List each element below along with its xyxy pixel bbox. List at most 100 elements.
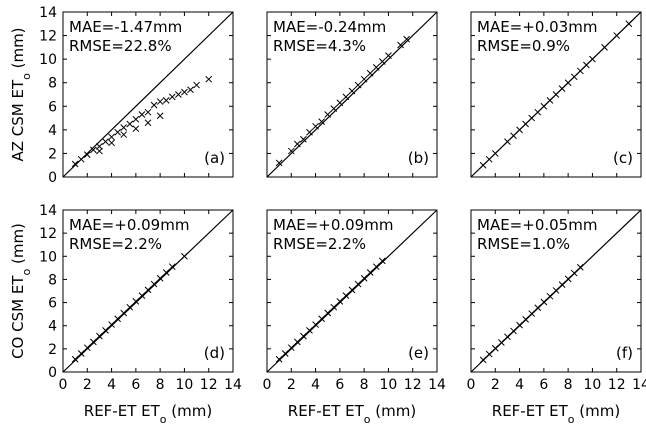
- point: [205, 75, 213, 83]
- point: [498, 339, 505, 346]
- x-axis-label: REF-ET ETo (mm): [492, 402, 620, 425]
- panel-label: (e): [408, 344, 429, 362]
- point: [534, 304, 542, 312]
- point: [138, 292, 146, 299]
- point: [589, 55, 596, 63]
- y-tick-label: 2: [48, 146, 57, 162]
- point: [132, 298, 140, 305]
- point: [132, 115, 140, 123]
- y-axis-label-part: CO CSM ET: [9, 275, 27, 359]
- y-tick-label: 14: [39, 5, 57, 21]
- annotation: RMSE=22.8%: [69, 37, 172, 55]
- x-tick-label: 12: [200, 377, 218, 393]
- y-tick-label: 10: [39, 249, 57, 265]
- y-axis-label: CO CSM ETo (mm): [9, 223, 33, 359]
- x-axis-label-part: o: [160, 413, 167, 425]
- point: [522, 315, 529, 323]
- y-axis-label-part: AZ CSM ET: [9, 79, 27, 161]
- point: [360, 274, 368, 282]
- point: [491, 150, 499, 157]
- x-axis-label-part: (mm): [371, 402, 417, 420]
- point: [485, 350, 493, 358]
- y-tick-label: 6: [48, 99, 57, 115]
- y-axis-label-part: (mm): [9, 223, 27, 269]
- point: [342, 93, 350, 101]
- x-tick-label: 0: [59, 377, 68, 393]
- point: [516, 321, 523, 329]
- x-axis-label-part: (mm): [167, 402, 213, 420]
- point: [83, 151, 91, 158]
- point: [397, 41, 404, 49]
- y-tick-label: 14: [39, 203, 57, 219]
- x-tick-label: 6: [539, 377, 548, 393]
- point: [564, 79, 572, 87]
- point: [583, 61, 590, 69]
- point: [360, 75, 368, 83]
- point: [90, 146, 97, 154]
- point: [540, 298, 548, 306]
- point: [354, 81, 362, 89]
- point: [181, 88, 188, 96]
- point: [168, 263, 176, 271]
- point: [193, 81, 200, 89]
- point: [126, 120, 134, 128]
- y-tick-label: 10: [39, 52, 57, 68]
- point: [552, 91, 560, 98]
- y-tick-label: 4: [48, 123, 57, 139]
- one-to-one-line: [266, 209, 438, 373]
- point: [491, 344, 499, 352]
- point: [403, 35, 410, 43]
- x-tick-label: 8: [156, 377, 165, 393]
- annotation: MAE=+0.05mm: [477, 216, 597, 234]
- x-axis-label: REF-ET ETo (mm): [84, 402, 212, 425]
- point: [132, 125, 140, 133]
- point: [312, 321, 319, 328]
- point: [96, 332, 103, 340]
- y-tick-label: 8: [48, 76, 57, 92]
- point: [366, 269, 374, 276]
- point: [510, 132, 517, 140]
- point: [348, 286, 356, 294]
- y-tick-label: 0: [48, 365, 57, 381]
- point: [318, 118, 325, 125]
- one-to-one-line: [62, 209, 234, 373]
- annotation: RMSE=4.3%: [273, 37, 366, 55]
- point: [324, 111, 332, 118]
- y-tick-label: 6: [48, 296, 57, 312]
- point: [275, 355, 283, 363]
- point: [287, 344, 295, 352]
- point: [71, 160, 79, 168]
- annotation: RMSE=1.0%: [477, 235, 570, 253]
- point: [144, 286, 152, 294]
- annotation: RMSE=2.2%: [273, 235, 366, 253]
- y-axis-label-part: o: [20, 269, 33, 276]
- point: [576, 263, 584, 271]
- point: [168, 93, 176, 101]
- one-to-one-line: [62, 11, 234, 178]
- point: [613, 32, 621, 39]
- point: [504, 333, 511, 341]
- point: [330, 303, 338, 311]
- point: [156, 274, 164, 282]
- x-axis-label-part: REF-ET ET: [288, 402, 365, 420]
- point: [156, 98, 164, 105]
- point: [77, 350, 85, 357]
- point: [71, 355, 79, 363]
- point: [126, 303, 134, 311]
- point: [516, 126, 523, 134]
- point: [558, 85, 566, 92]
- y-tick-label: 8: [48, 272, 57, 288]
- point: [540, 102, 548, 110]
- point: [342, 292, 350, 299]
- point: [546, 292, 554, 300]
- one-to-one-line: [266, 11, 438, 178]
- point: [120, 124, 128, 131]
- point: [114, 315, 121, 323]
- point: [318, 315, 325, 323]
- point: [102, 326, 109, 334]
- annotation: RMSE=0.9%: [477, 37, 570, 55]
- point: [150, 101, 158, 109]
- point: [485, 155, 493, 163]
- point: [479, 356, 487, 364]
